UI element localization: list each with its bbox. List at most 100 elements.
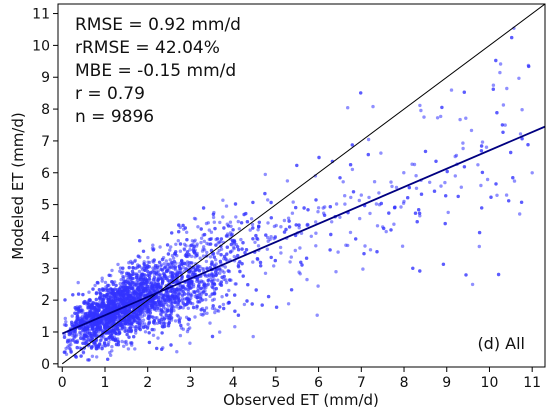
scatter-point [126, 281, 131, 285]
scatter-point [500, 123, 505, 127]
scatter-point [464, 273, 468, 277]
scatter-point [152, 258, 156, 262]
scatter-point [211, 212, 216, 216]
scatter-point [94, 339, 98, 343]
scatter-point [193, 238, 197, 242]
stat-annotation: rRMSE = 42.04% [75, 38, 220, 58]
scatter-point [121, 285, 126, 289]
scatter-point [131, 266, 135, 270]
scatter-point [461, 146, 465, 151]
scatter-point [98, 292, 103, 296]
scatter-point [89, 334, 93, 338]
scatter-point [462, 165, 467, 169]
scatter-point [169, 343, 173, 347]
scatter-point [110, 268, 114, 273]
scatter-point [122, 319, 126, 323]
scatter-point [216, 278, 220, 282]
scatter-point [184, 267, 188, 271]
regression-line [61, 125, 545, 335]
scatter-point [165, 262, 170, 266]
scatter-point [206, 282, 211, 286]
scatter-point [134, 283, 138, 287]
scatter-point [259, 264, 263, 268]
scatter-point [477, 230, 482, 235]
scatter-point [366, 152, 370, 157]
scatter-point [116, 326, 120, 331]
x-tick-label: 7 [357, 375, 366, 391]
scatter-point [240, 262, 244, 266]
scatter-point [251, 260, 255, 264]
scatter-point [358, 216, 362, 221]
scatter-point [184, 287, 188, 291]
scatter-point [152, 276, 157, 280]
y-tick-label: 7 [41, 134, 50, 150]
scatter-point [104, 320, 108, 324]
scatter-point [288, 260, 292, 264]
scatter-point [224, 257, 228, 261]
scatter-point [118, 291, 122, 295]
scatter-point [510, 35, 514, 40]
scatter-point [269, 235, 273, 239]
scatter-point [183, 226, 187, 230]
scatter-point [129, 321, 134, 326]
scatter-point [485, 177, 490, 182]
scatter-point [125, 319, 129, 323]
scatter-point [68, 347, 72, 351]
scatter-point [359, 193, 363, 197]
scatter-point [274, 305, 279, 309]
scatter-point [140, 280, 144, 284]
scatter-point [518, 132, 523, 136]
scatter-point [220, 295, 224, 299]
scatter-point [178, 249, 183, 253]
scatter-point [289, 288, 294, 292]
scatter-point [107, 309, 111, 314]
scatter-point [134, 312, 139, 317]
scatter-point [453, 174, 457, 178]
scatter-point [89, 310, 93, 314]
scatter-point [145, 284, 150, 288]
scatter-point [250, 302, 254, 306]
scatter-point [184, 244, 188, 248]
scatter-point [414, 186, 419, 190]
scatter-point [389, 180, 393, 184]
x-tick-label: 10 [481, 375, 499, 391]
scatter-point [134, 272, 139, 276]
scatter-point [188, 286, 193, 290]
scatter-point [174, 305, 178, 309]
scatter-point [491, 83, 496, 87]
scatter-point [171, 275, 175, 280]
scatter-point [178, 305, 183, 309]
scatter-point [100, 276, 104, 280]
scatter-point [83, 333, 88, 337]
scatter-point [88, 314, 92, 318]
scatter-point [86, 305, 91, 310]
scatter-point [156, 265, 160, 269]
scatter-point [418, 269, 422, 273]
scatter-point [160, 347, 164, 351]
scatter-point [195, 253, 199, 258]
scatter-point [169, 310, 173, 314]
scatter-point [130, 341, 134, 345]
scatter-point [174, 242, 178, 246]
scatter-point [298, 246, 302, 250]
scatter-point [498, 70, 502, 75]
scatter-point [206, 278, 210, 283]
scatter-point [133, 258, 137, 263]
scatter-point [249, 217, 254, 221]
scatter-point [251, 200, 255, 205]
scatter-point [208, 321, 212, 325]
scatter-point [428, 180, 432, 184]
scatter-point [202, 239, 206, 243]
scatter-point [441, 262, 446, 266]
y-tick-label: 0 [41, 357, 50, 373]
scatter-point [181, 327, 185, 331]
stat-annotation: r = 0.79 [75, 84, 145, 104]
scatter-point [477, 244, 481, 249]
scatter-point [233, 293, 237, 297]
scatter-point [202, 290, 206, 294]
scatter-point [269, 255, 273, 260]
scatter-point [241, 241, 245, 245]
stat-annotation: n = 9896 [75, 107, 154, 127]
scatter-point [160, 268, 165, 272]
